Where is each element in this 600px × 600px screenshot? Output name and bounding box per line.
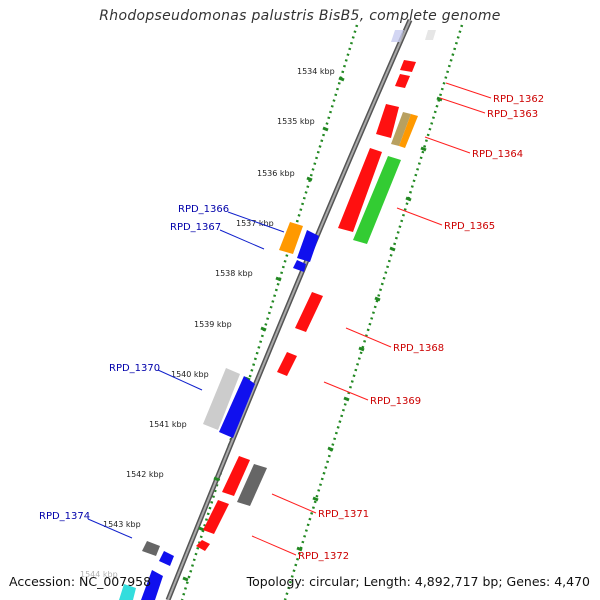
- kbp-label: 1538 kbp: [215, 269, 253, 278]
- kbp-label: 1537 kbp: [236, 219, 274, 228]
- gene-rpd1370b[interactable]: [219, 376, 255, 438]
- map-title: Rhodopseudomonas palustris BisB5, comple…: [99, 8, 501, 24]
- gene-rpd1370a[interactable]: [203, 368, 240, 430]
- kbp-label: 1542 kbp: [126, 470, 164, 479]
- kbp-label: 1544 kbp: [80, 570, 118, 579]
- kbp-label: 1535 kbp: [277, 117, 315, 126]
- gene-bottom-blue[interactable]: [141, 570, 163, 600]
- gene-bottom-cyan[interactable]: [119, 584, 136, 600]
- kbp-labels: 1534 kbp 1535 kbp 1536 kbp 1537 kbp 1538…: [80, 67, 335, 579]
- kbp-label: 1540 kbp: [171, 370, 209, 379]
- outer-ticks: [296, 96, 443, 552]
- gene-rpd1371a[interactable]: [222, 456, 250, 496]
- outer-tick-track: [283, 24, 464, 600]
- right-leader-lines: [251, 82, 492, 556]
- gene-label-right: RPD_1372: [298, 551, 349, 562]
- gene-rpd1374a[interactable]: [142, 541, 160, 556]
- kbp-label: 1536 kbp: [257, 169, 295, 178]
- left-gene-labels: RPD_1366 RPD_1367 RPD_1370 RPD_1374: [39, 204, 229, 522]
- gene-rpd1365a[interactable]: [338, 148, 382, 232]
- accession-text: Accession: NC_007958: [9, 574, 152, 589]
- kbp-label: 1541 kbp: [149, 420, 187, 429]
- top-feature-faint: [391, 30, 404, 42]
- gene-label-left: RPD_1366: [178, 204, 229, 215]
- gene-label-left: RPD_1370: [109, 363, 160, 374]
- right-strand-genes: [196, 60, 418, 551]
- gene-rpd1374b[interactable]: [159, 551, 174, 566]
- inner-tick-track: [180, 24, 359, 600]
- gene-rpd1368[interactable]: [295, 292, 323, 332]
- gene-rpd1369[interactable]: [277, 352, 297, 376]
- gene-label-right: RPD_1368: [393, 343, 444, 354]
- left-leader-lines: [87, 211, 285, 539]
- gene-label-right: RPD_1362: [493, 94, 544, 105]
- gene-rpd1371b[interactable]: [237, 464, 267, 506]
- gene-label-left: RPD_1374: [39, 511, 90, 522]
- kbp-label: 1543 kbp: [103, 520, 141, 529]
- gene-label-right: RPD_1364: [472, 149, 523, 160]
- gene-label-right: RPD_1369: [370, 396, 421, 407]
- genome-backbone: [165, 18, 413, 600]
- kbp-label: 1534 kbp: [297, 67, 335, 76]
- gene-rpd1367b[interactable]: [293, 260, 306, 272]
- gene-rpd1364a[interactable]: [376, 104, 399, 138]
- gene-rpd1362[interactable]: [400, 60, 416, 72]
- right-gene-labels: RPD_1362 RPD_1363 RPD_1364 RPD_1365 RPD_…: [298, 94, 544, 562]
- gene-rpd1365b[interactable]: [353, 156, 401, 244]
- gene-rpd1363[interactable]: [395, 74, 410, 88]
- gene-rpd1367a[interactable]: [297, 230, 319, 262]
- gene-label-right: RPD_1365: [444, 221, 495, 232]
- kbp-label: 1539 kbp: [194, 320, 232, 329]
- gene-label-left: RPD_1367: [170, 222, 221, 233]
- gene-rpd1364b[interactable]: [391, 112, 411, 146]
- left-strand-genes: [119, 222, 319, 600]
- gene-label-right: RPD_1371: [318, 509, 369, 520]
- gene-label-right: RPD_1363: [487, 109, 538, 120]
- top-feature-faint-2: [425, 30, 436, 40]
- topology-text: Topology: circular; Length: 4,892,717 bp…: [246, 574, 590, 589]
- gene-rpd1364c[interactable]: [399, 114, 418, 148]
- gene-rpd1366[interactable]: [279, 222, 303, 254]
- gene-rpd1372b[interactable]: [196, 540, 210, 551]
- gene-rpd1372a[interactable]: [203, 500, 229, 534]
